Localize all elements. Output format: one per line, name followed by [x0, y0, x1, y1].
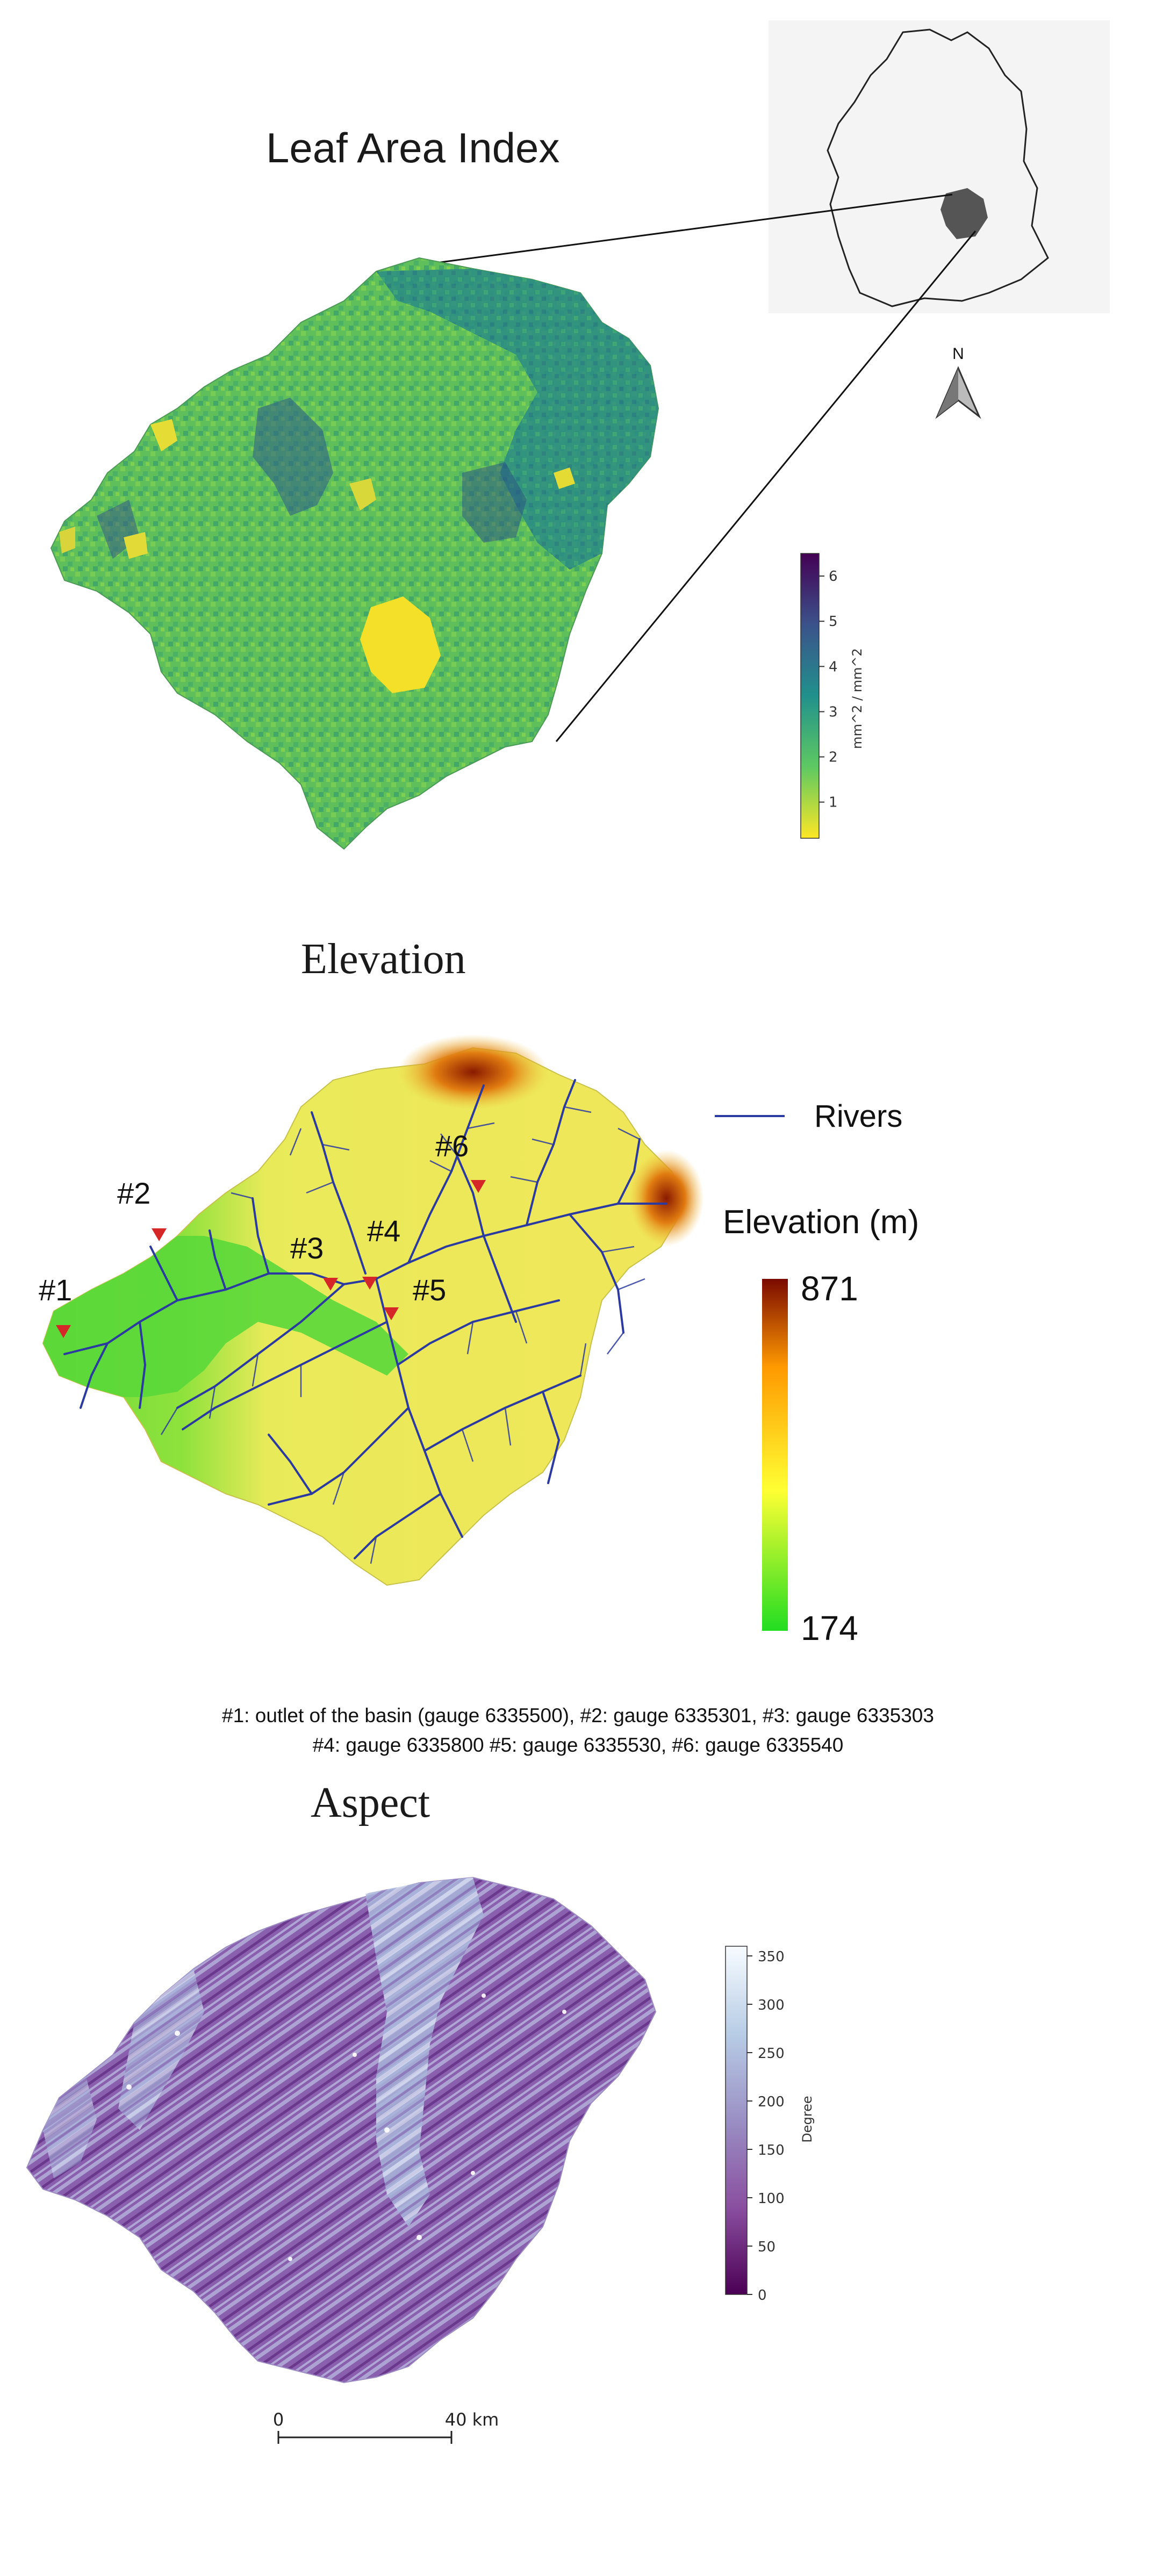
lai-low-zone [360, 596, 441, 693]
connector-line-top [424, 193, 953, 265]
germany-outline [827, 28, 1049, 307]
lai-title: Leaf Area Index [266, 124, 560, 171]
lai-tick-label: 6 [829, 569, 838, 585]
connector-line-bottom [555, 231, 977, 742]
elevation-colorbar [762, 1279, 788, 1631]
gauge-label: #1 [39, 1273, 72, 1307]
rivers-legend-label: Rivers [814, 1099, 902, 1134]
aspect-basin-map [26, 1876, 657, 2384]
aspect-map-panel: 0 50 100 150 200 250 300 350 Degree 0 40 km [26, 1876, 815, 2444]
lai-colorbar-ticks: 1 2 3 4 5 6 [819, 569, 838, 811]
aspect-title: Aspect [311, 1779, 430, 1826]
elevation-colorbar-min: 174 [801, 1609, 858, 1647]
gauge-label: #4 [367, 1214, 400, 1248]
scale-bar: 0 40 km [273, 2409, 499, 2444]
basin-locator [940, 188, 988, 239]
highland-north [398, 1034, 548, 1110]
highland-east [629, 1150, 704, 1247]
gauge-label: #3 [290, 1231, 324, 1265]
gauge-marker [471, 1180, 486, 1193]
lai-colorbar-label: mm^2 / mm^2 [850, 648, 865, 749]
aspect-tick-label: 350 [758, 1949, 785, 1965]
lai-tick-label: 2 [829, 750, 838, 766]
gauge-marker [323, 1278, 338, 1291]
gauge-label: #5 [413, 1273, 446, 1307]
elevation-map-panel: #1 #2 #3 #4 #5 #6 Rivers Elevation (m) 871 17… [39, 1034, 919, 1647]
elevation-colorbar-max: 871 [801, 1269, 858, 1308]
aspect-tick-label: 300 [758, 1997, 785, 2013]
aspect-tick-label: 0 [758, 2287, 767, 2304]
lai-colorbar [800, 553, 820, 839]
elevation-legend-title: Elevation (m) [723, 1204, 919, 1241]
gauge-caption-line2: #4: gauge 6335800 #5: gauge 6335530, #6:… [312, 1734, 844, 1756]
scale-bar-start: 0 [273, 2409, 284, 2430]
lai-tick-label: 3 [829, 704, 838, 720]
gauge-label: #6 [435, 1129, 469, 1163]
gauge-marker [152, 1228, 167, 1241]
aspect-colorbar-ticks: 0 50 100 150 200 250 300 350 [747, 1949, 785, 2304]
gauge-marker [56, 1325, 71, 1338]
gauge-marker [362, 1277, 377, 1290]
gauge-caption: #1: outlet of the basin (gauge 6335500),… [0, 1701, 1156, 1760]
elevation-title: Elevation [301, 936, 466, 983]
aspect-colorbar [725, 1946, 748, 2295]
gauge-markers: #1 #2 #3 #4 #5 #6 [39, 1129, 486, 1338]
lai-tick-label: 4 [829, 659, 838, 675]
lai-map-panel: N 1 2 3 4 5 6 mm^2 / mm^2 [50, 20, 1110, 850]
aspect-tick-label: 150 [758, 2142, 785, 2158]
locator-background [769, 20, 1110, 313]
gauge-label: #2 [117, 1176, 150, 1210]
lai-tick-label: 5 [829, 614, 838, 630]
gauge-marker [384, 1307, 399, 1320]
north-label: N [952, 345, 964, 363]
aspect-tick-label: 200 [758, 2094, 785, 2110]
lai-tick-label: 1 [829, 795, 838, 811]
aspect-tick-label: 250 [758, 2046, 785, 2062]
gauge-caption-line1: #1: outlet of the basin (gauge 6335500),… [222, 1704, 934, 1726]
aspect-tick-label: 100 [758, 2191, 785, 2207]
scale-bar-end: 40 km [445, 2409, 499, 2430]
aspect-colorbar-label: Degree [800, 2096, 815, 2142]
aspect-tick-label: 50 [758, 2239, 776, 2255]
